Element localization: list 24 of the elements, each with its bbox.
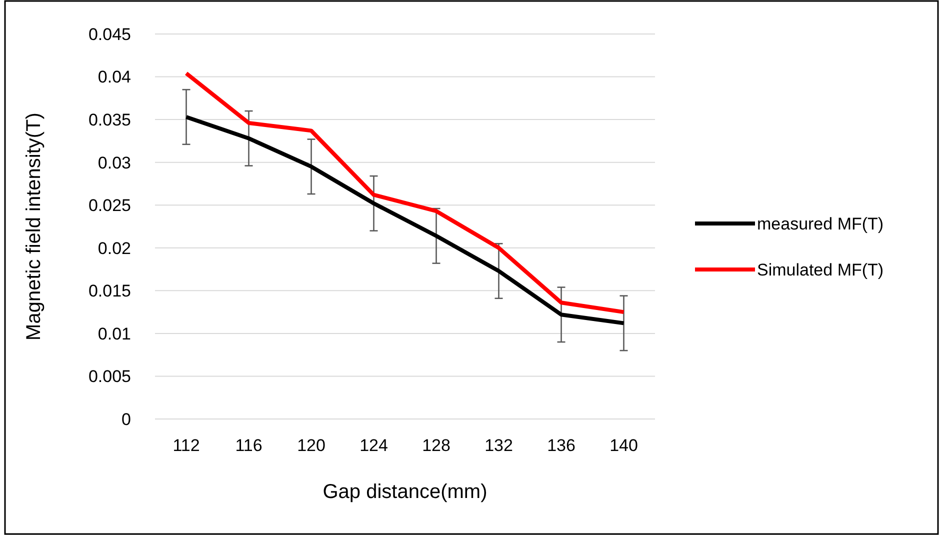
y-tick-label: 0.015 (88, 282, 131, 301)
x-tick-label: 116 (235, 436, 262, 455)
x-tick-label: 136 (547, 436, 576, 455)
y-axis-title: Magnetic field intensity(T) (23, 112, 45, 340)
x-tick-label: 132 (484, 436, 513, 455)
line-series (184, 114, 626, 326)
x-axis-title: Gap distance(mm) (322, 481, 488, 503)
legend-label: Simulated MF(T) (757, 260, 884, 280)
y-tick-label: 0.005 (88, 367, 131, 386)
y-tick-label: 0.035 (88, 110, 131, 130)
y-tick-label: 0 (122, 410, 131, 429)
x-tick-label: 112 (172, 436, 200, 455)
x-tick-label: 128 (422, 436, 450, 455)
x-tick-label: 140 (610, 436, 638, 455)
y-tick-label: 0.01 (98, 324, 131, 344)
line-series (184, 71, 626, 314)
legend-label: measured MF(T) (757, 214, 884, 234)
y-tick-label: 0.045 (88, 24, 131, 44)
x-tick-label: 124 (360, 436, 388, 455)
y-tick-label: 0.025 (88, 196, 131, 216)
x-tick-label: 120 (297, 436, 326, 455)
y-tick-label: 0.02 (98, 238, 131, 258)
y-tick-label: 0.04 (98, 68, 131, 87)
y-tick-label: 0.03 (98, 153, 131, 172)
